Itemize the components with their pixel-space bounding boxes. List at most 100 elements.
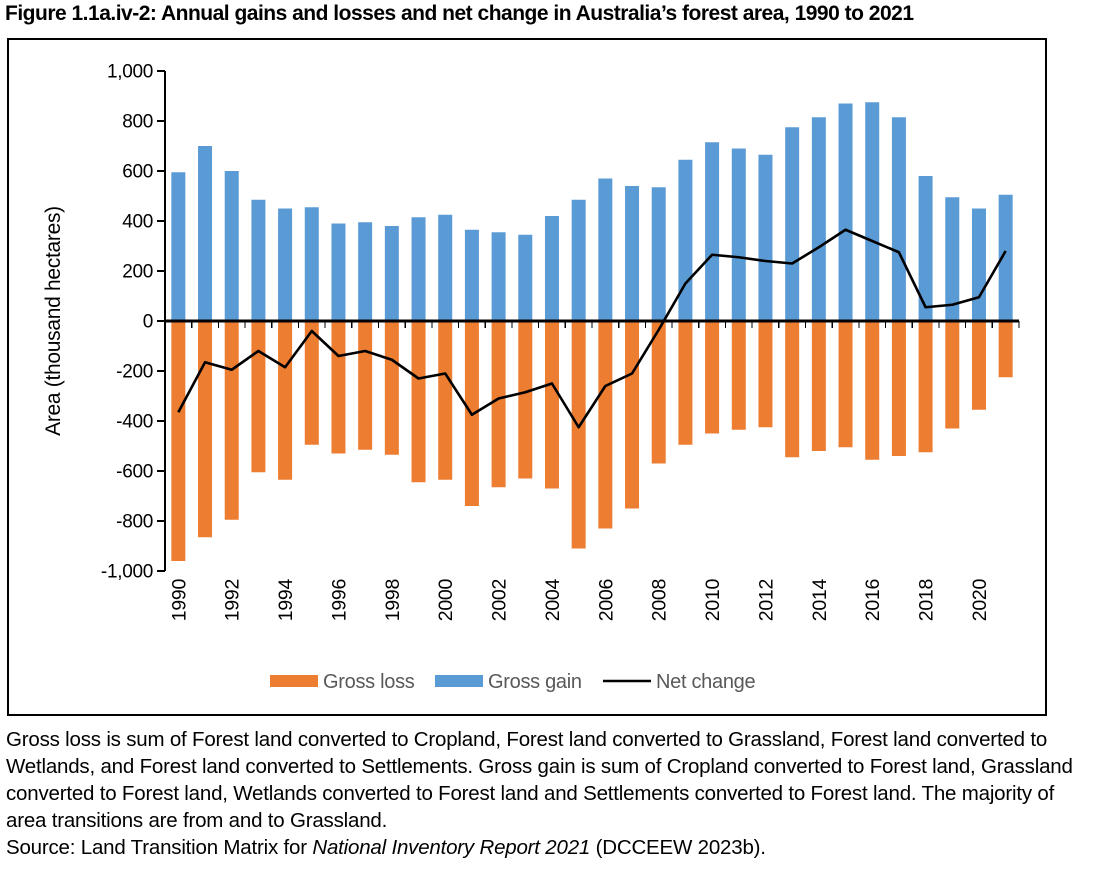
bar-gross-loss: [785, 321, 800, 458]
bar-gross-gain: [811, 117, 826, 321]
bar-gross-gain: [865, 102, 880, 321]
bar-gross-gain: [758, 154, 773, 321]
bar-gross-gain: [464, 229, 479, 321]
y-tick-label: -600: [116, 462, 153, 483]
bar-gross-loss: [224, 321, 239, 520]
x-tick-label: 2018: [916, 579, 938, 621]
bar-gross-gain: [651, 187, 666, 321]
bar-gross-loss: [998, 321, 1013, 378]
x-tick-label: 1992: [222, 579, 244, 621]
legend-label-2: Net change: [656, 671, 755, 693]
bar-gross-gain: [171, 172, 186, 321]
net-change-line: [177, 228, 1007, 429]
y-tick-label: -800: [116, 512, 153, 533]
bar-gross-gain: [785, 127, 800, 321]
bar-gross-gain: [198, 146, 213, 321]
x-tick-label: 2002: [489, 579, 511, 621]
bar-gross-gain: [304, 207, 319, 321]
y-tick-label: 800: [122, 112, 153, 133]
y-tick-label: 200: [122, 262, 153, 283]
bar-gross-loss: [544, 321, 559, 489]
figure-title: Figure 1.1a.iv-2: Annual gains and losse…: [5, 2, 914, 25]
bar-gross-loss: [384, 321, 399, 455]
footnote: Gross loss is sum of Forest land convert…: [6, 726, 1114, 861]
footnote-line: converted to Forest land, Wetlands conve…: [6, 782, 1055, 805]
bar-gross-loss: [731, 321, 746, 430]
bar-gross-loss: [411, 321, 426, 483]
footnote-line: Wetlands, and Forest land converted to S…: [6, 755, 1073, 778]
bar-gross-gain: [945, 197, 960, 321]
footnote-source-suffix: (DCCEEW 2023b).: [590, 836, 766, 859]
legend-swatch-0: [270, 675, 318, 687]
bar-gross-gain: [971, 208, 986, 321]
bar-gross-loss: [491, 321, 506, 488]
x-tick-label: 2016: [862, 579, 884, 621]
bar-gross-gain: [438, 214, 453, 321]
footnote-line: Gross loss is sum of Forest land convert…: [6, 728, 1048, 751]
x-tick-label: 2020: [969, 579, 991, 622]
bar-gross-gain: [571, 199, 586, 321]
y-tick-label: 0: [143, 312, 153, 333]
bar-gross-loss: [278, 321, 293, 480]
bar-gross-gain: [411, 217, 426, 321]
bar-gross-loss: [918, 321, 933, 453]
y-tick-label: 1,000: [107, 62, 153, 83]
bar-gross-loss: [625, 321, 640, 509]
x-tick-label: 1998: [382, 579, 404, 621]
bar-gross-gain: [544, 216, 559, 321]
bar-gross-loss: [598, 321, 613, 529]
legend-swatch-1: [435, 675, 483, 687]
bar-gross-gain: [224, 171, 239, 321]
bar-gross-loss: [945, 321, 960, 429]
x-tick-label: 1996: [328, 579, 350, 621]
bar-gross-loss: [705, 321, 720, 434]
footnote-source-prefix: Source: Land Transition Matrix for: [6, 836, 313, 859]
x-tick-label: 1990: [168, 579, 190, 622]
y-axis-title: Area (thousand hectares): [42, 206, 65, 436]
footnote-source: Source: Land Transition Matrix for Natio…: [6, 834, 1114, 861]
y-tick-label: 400: [122, 212, 153, 233]
bar-gross-loss: [891, 321, 906, 456]
bar-gross-gain: [491, 232, 506, 321]
bar-gross-loss: [651, 321, 666, 464]
y-tick-label: 600: [122, 162, 153, 183]
bar-gross-gain: [918, 176, 933, 321]
bar-gross-loss: [758, 321, 773, 428]
bar-gross-loss: [678, 321, 693, 445]
bar-gross-gain: [598, 178, 613, 321]
bar-gross-loss: [518, 321, 533, 479]
bar-gross-gain: [251, 199, 266, 321]
bar-gross-gain: [384, 226, 399, 321]
bar-gross-gain: [678, 159, 693, 321]
x-tick-label: 2014: [809, 579, 831, 622]
bar-gross-loss: [358, 321, 373, 450]
bar-gross-gain: [331, 223, 346, 321]
footnote-line: area transitions are from and to Grassla…: [6, 809, 388, 832]
bar-gross-loss: [438, 321, 453, 480]
bar-gross-gain: [358, 222, 373, 321]
x-tick-label: 2006: [595, 579, 617, 621]
bar-gross-gain: [998, 194, 1013, 321]
y-tick-label: -400: [116, 412, 153, 433]
x-tick-label: 2008: [649, 579, 671, 621]
y-tick-label: -1,000: [101, 562, 153, 583]
x-tick-label: 2012: [755, 579, 777, 621]
legend-label-0: Gross loss: [323, 671, 415, 693]
footnote-source-italic: National Inventory Report 2021: [312, 836, 591, 859]
bar-gross-loss: [171, 321, 186, 561]
bar-gross-loss: [331, 321, 346, 454]
bar-gross-loss: [198, 321, 213, 538]
bar-gross-loss: [838, 321, 853, 448]
x-tick-label: 2000: [435, 579, 457, 622]
bar-gross-gain: [891, 117, 906, 321]
chart-svg: Area (thousand hectares) 1,000 800 600 400 2…: [42, 62, 1020, 693]
bar-gross-loss: [971, 321, 986, 410]
bar-gross-loss: [571, 321, 586, 549]
bar-gross-gain: [625, 186, 640, 321]
bar-gross-loss: [865, 321, 880, 460]
y-tick-label: -200: [116, 362, 153, 383]
x-tick-label: 2010: [702, 579, 724, 622]
bar-gross-loss: [304, 321, 319, 445]
bar-gross-gain: [731, 148, 746, 321]
